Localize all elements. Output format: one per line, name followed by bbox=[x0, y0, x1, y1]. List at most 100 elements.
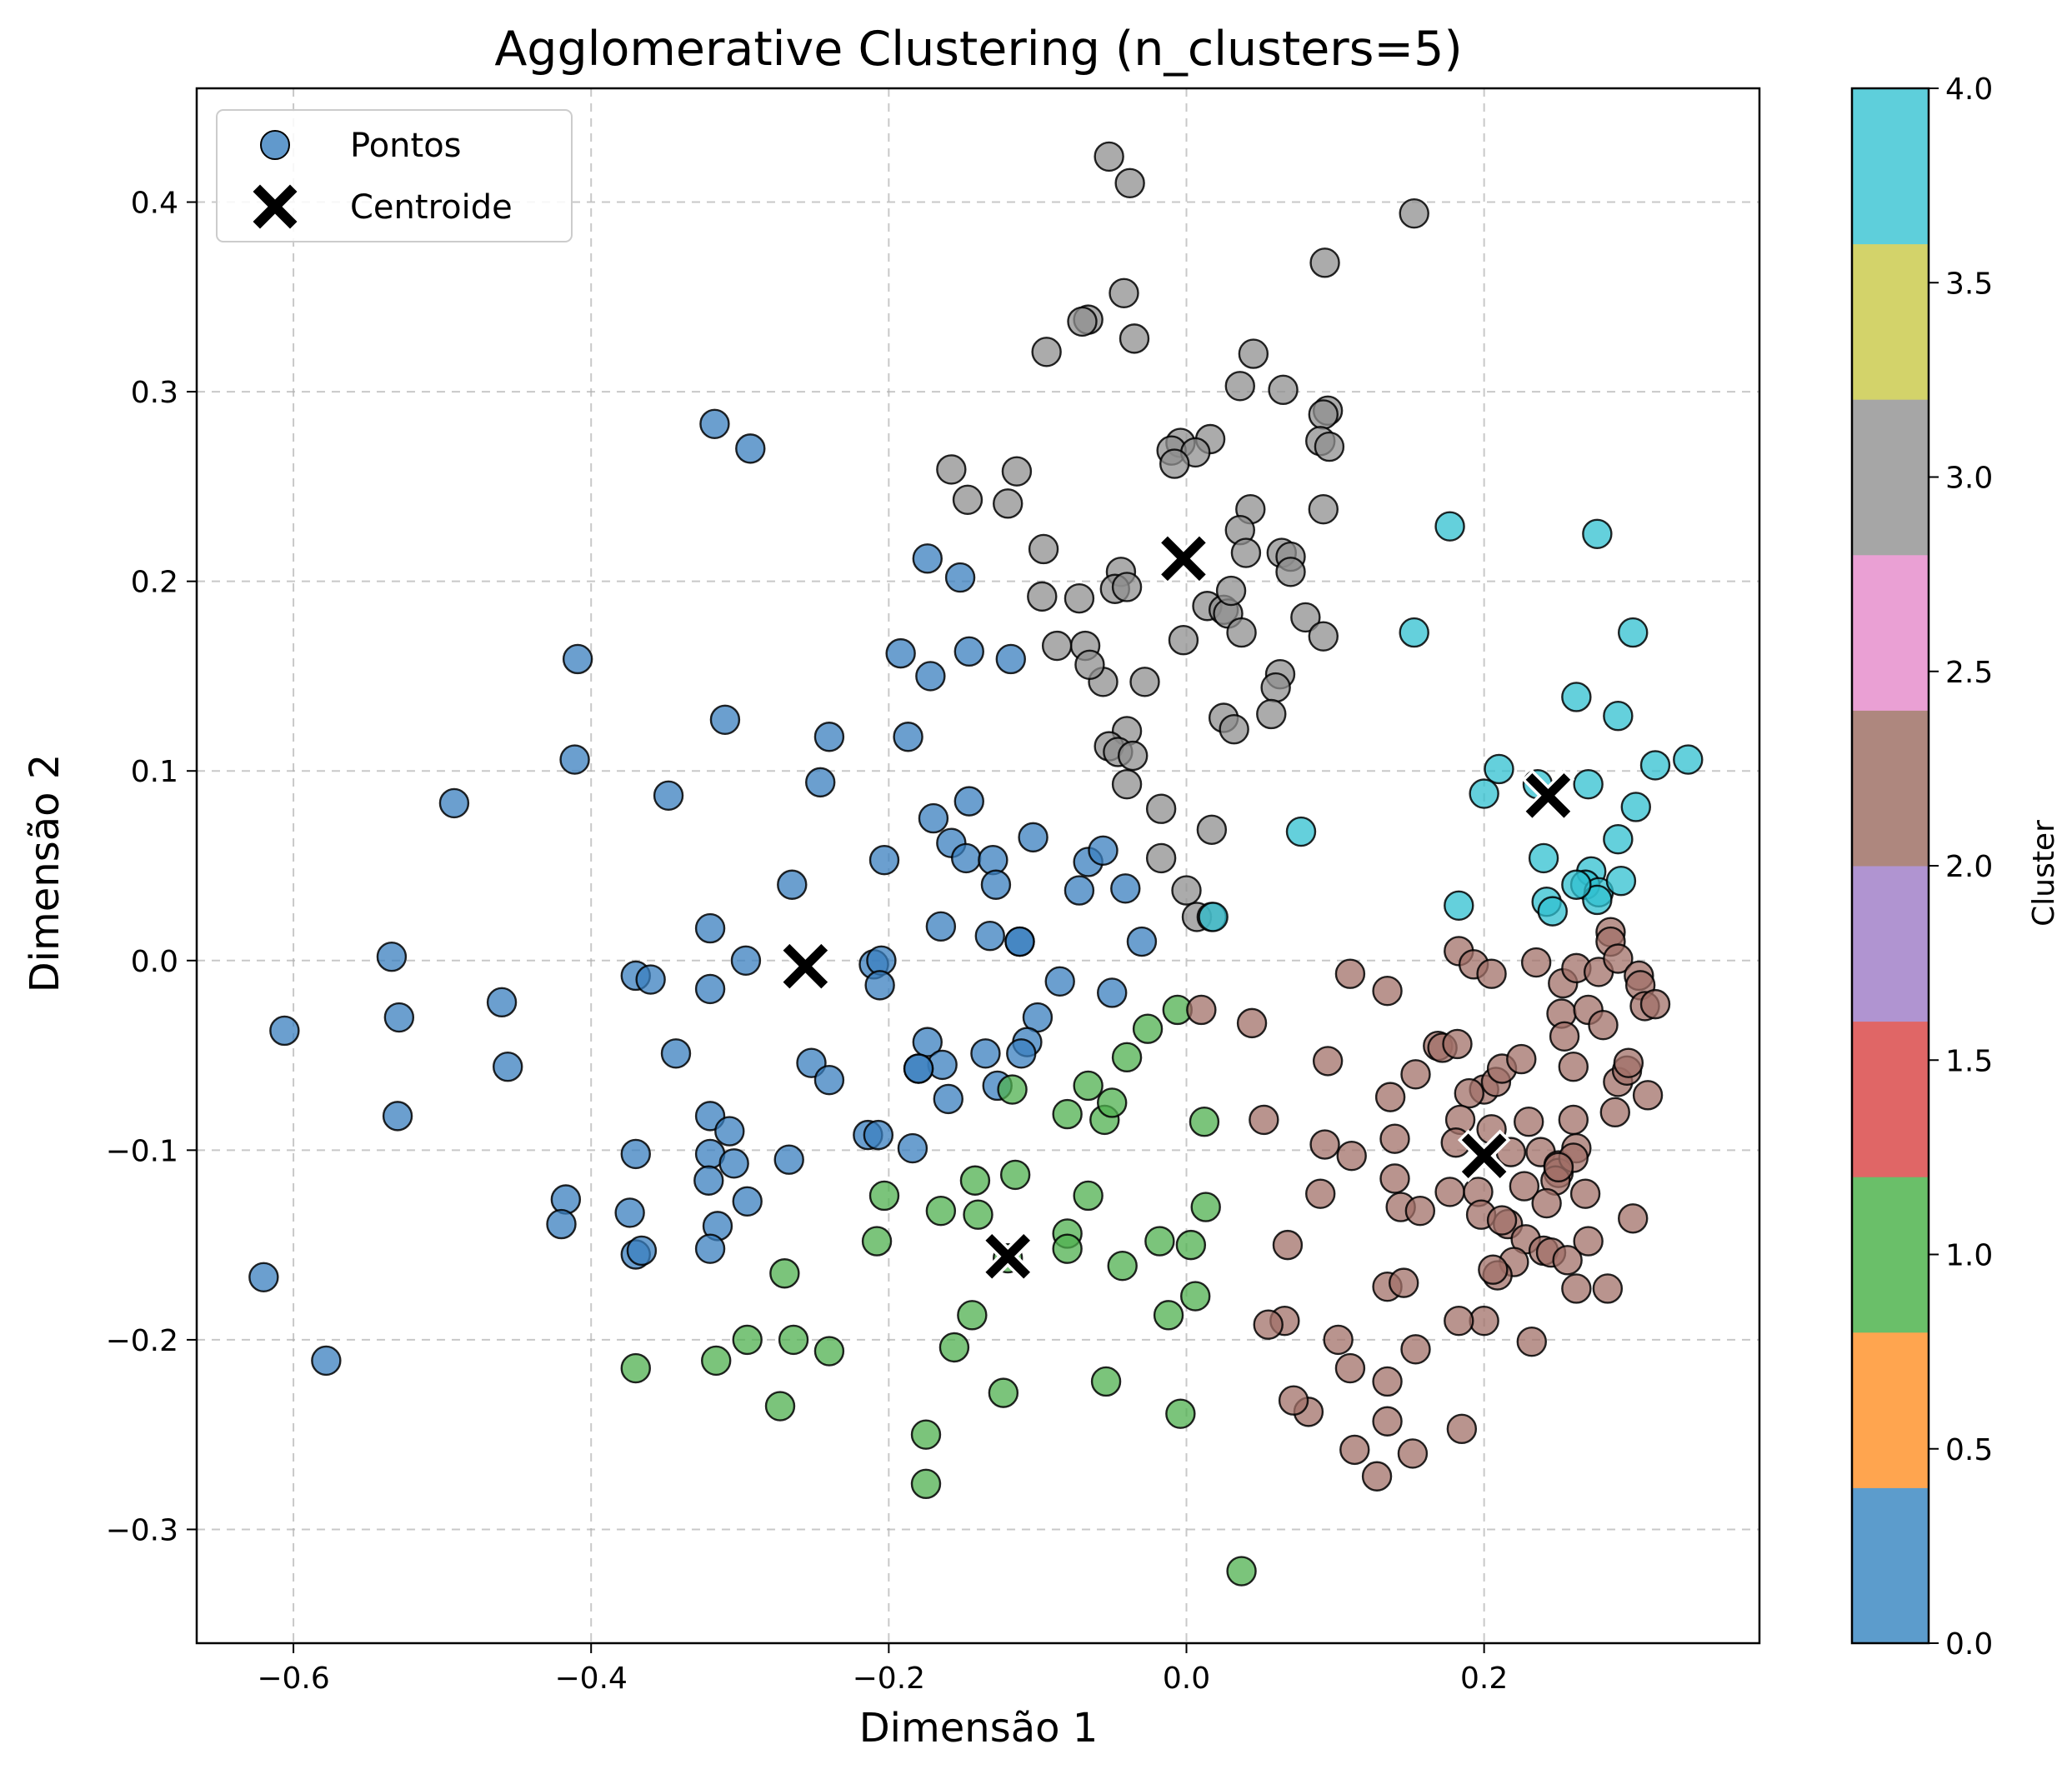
data-point-cluster-1 bbox=[963, 1199, 993, 1230]
data-point-cluster-1 bbox=[1144, 1226, 1175, 1257]
colorbar-tick-label: 2.0 bbox=[1945, 850, 1993, 884]
y-axis-ticks: −0.3 −0.2 −0.1 0.0 0.1 0.2 0.3 0.4 bbox=[106, 187, 197, 1547]
data-point-cluster-3 bbox=[1168, 625, 1199, 656]
data-point-cluster-2 bbox=[1374, 1082, 1406, 1112]
x-axis-ticks: −0.6 −0.4 −0.2 0.0 0.2 bbox=[257, 1643, 1508, 1696]
data-point-cluster-0 bbox=[944, 562, 976, 593]
data-point-cluster-2 bbox=[1543, 1152, 1574, 1183]
colorbar: 0.0 0.5 1.0 1.5 2.0 2.5 3.0 3.5 4.0 Cluster bbox=[1850, 72, 2061, 1662]
data-point-cluster-4 bbox=[1620, 792, 1651, 822]
data-point-cluster-4 bbox=[1582, 518, 1613, 549]
data-point-cluster-0 bbox=[550, 1184, 582, 1215]
data-point-cluster-3 bbox=[1268, 374, 1299, 406]
data-point-cluster-2 bbox=[1558, 1104, 1589, 1136]
data-point-cluster-1 bbox=[732, 1324, 763, 1356]
data-point-cluster-3 bbox=[1028, 533, 1059, 565]
data-point-cluster-2 bbox=[1379, 1163, 1410, 1194]
data-point-cluster-2 bbox=[1309, 1129, 1340, 1160]
data-point-cluster-1 bbox=[764, 1391, 796, 1422]
data-point-cluster-3 bbox=[1145, 842, 1177, 874]
data-point-cluster-4 bbox=[1561, 869, 1592, 900]
data-point-cluster-4 bbox=[1582, 884, 1613, 916]
data-point-cluster-3 bbox=[1226, 617, 1257, 648]
data-point-cluster-1 bbox=[1180, 1281, 1211, 1312]
x-tick-label: 0.2 bbox=[1460, 1662, 1508, 1696]
legend-label-points: Pontos bbox=[350, 127, 462, 165]
data-point-cluster-0 bbox=[376, 942, 408, 972]
data-point-cluster-4 bbox=[1561, 682, 1592, 712]
colorbar-band bbox=[1852, 1487, 1929, 1644]
data-point-cluster-2 bbox=[1253, 1309, 1284, 1340]
data-point-cluster-2 bbox=[1486, 1205, 1518, 1236]
data-point-cluster-4 bbox=[1573, 768, 1604, 800]
data-point-cluster-0 bbox=[995, 643, 1026, 675]
data-point-cluster-0 bbox=[951, 842, 982, 874]
data-point-cluster-0 bbox=[805, 767, 836, 798]
data-point-cluster-0 bbox=[732, 1186, 763, 1217]
data-point-cluster-0 bbox=[1097, 977, 1128, 1008]
colorbar-band bbox=[1852, 399, 1929, 556]
data-point-cluster-0 bbox=[813, 722, 845, 752]
data-point-cluster-0 bbox=[709, 704, 741, 735]
colorbar-band bbox=[1852, 1021, 1929, 1177]
data-point-cluster-2 bbox=[1336, 1140, 1367, 1172]
data-point-cluster-3 bbox=[1230, 537, 1262, 568]
data-point-cluster-2 bbox=[1379, 1123, 1410, 1154]
data-point-cluster-0 bbox=[382, 1101, 413, 1132]
data-point-cluster-3 bbox=[1399, 197, 1429, 229]
y-tick-label: 0.0 bbox=[131, 945, 178, 979]
data-point-cluster-3 bbox=[1118, 740, 1149, 772]
data-point-cluster-2 bbox=[1613, 1047, 1644, 1078]
legend: Pontos Centroide bbox=[216, 109, 573, 242]
data-point-cluster-2 bbox=[1558, 1052, 1589, 1082]
colorbar-tick-label: 4.0 bbox=[1945, 72, 1993, 107]
data-point-cluster-2 bbox=[1552, 1245, 1583, 1276]
colorbar-bands bbox=[1852, 88, 1929, 1644]
data-point-cluster-3 bbox=[1041, 630, 1073, 662]
data-point-cluster-0 bbox=[864, 970, 895, 1001]
data-point-cluster-0 bbox=[699, 408, 730, 439]
data-point-cluster-2 bbox=[1372, 1366, 1403, 1397]
data-point-cluster-2 bbox=[1516, 1326, 1547, 1357]
scatter-points bbox=[248, 141, 1704, 1587]
data-point-cluster-2 bbox=[1603, 943, 1634, 974]
data-point-cluster-2 bbox=[1531, 1187, 1562, 1219]
legend-marker-points bbox=[260, 130, 290, 160]
data-point-cluster-1 bbox=[959, 1165, 991, 1196]
data-point-cluster-0 bbox=[897, 1132, 928, 1164]
data-point-cluster-0 bbox=[486, 987, 518, 1018]
data-point-cluster-0 bbox=[383, 1002, 415, 1033]
data-point-cluster-4 bbox=[1603, 823, 1634, 855]
data-point-cluster-0 bbox=[1064, 875, 1095, 906]
data-point-cluster-0 bbox=[635, 964, 666, 995]
data-point-cluster-3 bbox=[1159, 448, 1190, 479]
colorbar-tick-label: 1.5 bbox=[1945, 1044, 1993, 1078]
data-point-cluster-1 bbox=[1073, 1070, 1104, 1102]
data-point-cluster-0 bbox=[694, 1233, 726, 1264]
centroid-markers bbox=[778, 532, 1575, 1283]
data-point-cluster-1 bbox=[925, 1195, 957, 1227]
data-point-cluster-1 bbox=[1097, 1087, 1128, 1118]
data-point-cluster-1 bbox=[957, 1300, 988, 1331]
data-point-cluster-1 bbox=[1111, 1042, 1143, 1073]
data-point-cluster-1 bbox=[1153, 1300, 1184, 1331]
centroid-marker bbox=[1525, 773, 1571, 818]
data-point-cluster-2 bbox=[1389, 1267, 1419, 1298]
data-point-cluster-1 bbox=[938, 1332, 970, 1363]
x-tick-label: 0.0 bbox=[1163, 1662, 1210, 1696]
data-point-cluster-2 bbox=[1573, 1226, 1604, 1257]
data-point-cluster-4 bbox=[1528, 842, 1559, 874]
data-point-cluster-0 bbox=[885, 637, 916, 669]
data-point-cluster-0 bbox=[694, 912, 726, 944]
data-point-cluster-2 bbox=[1549, 1021, 1580, 1052]
data-point-cluster-1 bbox=[1175, 1229, 1207, 1261]
data-point-cluster-2 bbox=[1506, 1043, 1537, 1075]
x-tick-label: −0.2 bbox=[853, 1662, 925, 1696]
colorbar-band bbox=[1852, 88, 1929, 245]
colorbar-band bbox=[1852, 554, 1929, 711]
data-point-cluster-0 bbox=[1044, 966, 1075, 997]
data-point-cluster-0 bbox=[970, 1038, 1001, 1069]
data-point-cluster-1 bbox=[701, 1345, 732, 1377]
data-point-cluster-3 bbox=[1290, 602, 1321, 633]
